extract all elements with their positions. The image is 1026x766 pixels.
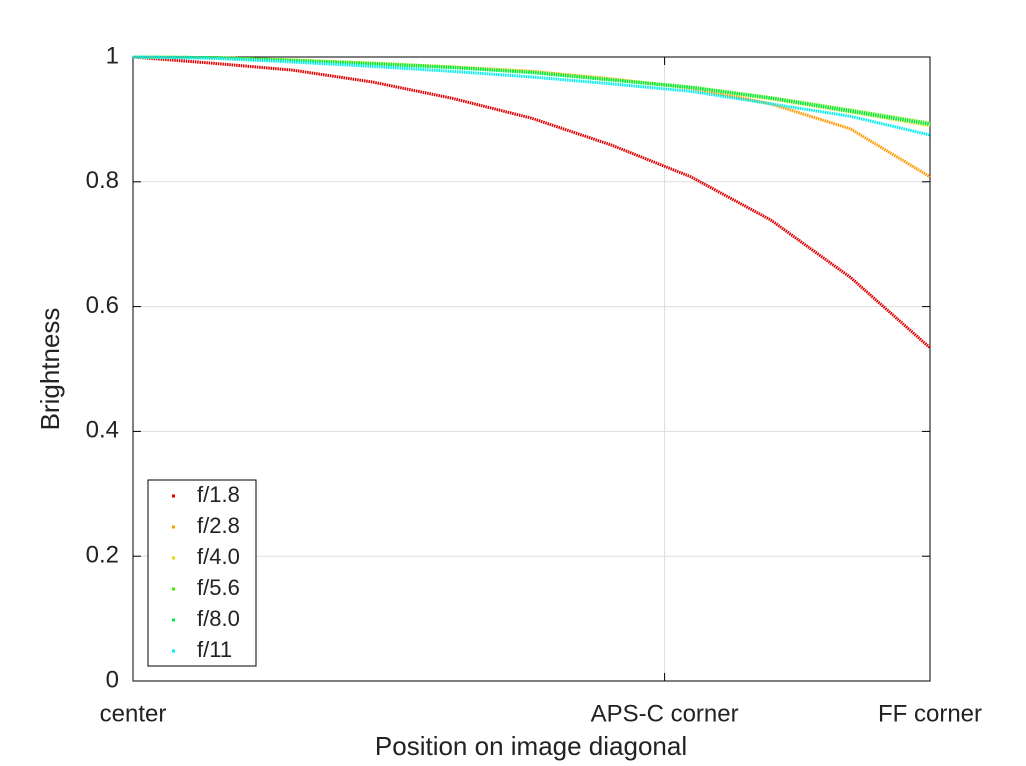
x-tick-label: APS-C corner bbox=[591, 700, 739, 727]
legend-marker bbox=[172, 649, 175, 653]
y-tick-label: 0.2 bbox=[86, 542, 119, 569]
x-tick-label: center bbox=[100, 700, 167, 727]
legend-marker bbox=[172, 618, 175, 622]
legend-label: f/8.0 bbox=[197, 606, 240, 631]
legend-marker bbox=[172, 525, 175, 529]
legend-marker bbox=[172, 494, 175, 498]
legend-marker bbox=[172, 556, 175, 560]
legend-label: f/4.0 bbox=[197, 544, 240, 569]
legend-box bbox=[147, 479, 257, 667]
x-tick-label: FF corner bbox=[878, 700, 982, 727]
series-line bbox=[132, 55, 931, 137]
plot-frame bbox=[132, 56, 931, 682]
series-line bbox=[132, 55, 931, 126]
y-tick-label: 1 bbox=[106, 42, 119, 69]
legend-label: f/1.8 bbox=[197, 482, 240, 507]
y-tick-label: 0.4 bbox=[86, 417, 119, 444]
legend-marker bbox=[172, 587, 175, 591]
legend-label: f/2.8 bbox=[197, 513, 240, 538]
y-axis-label: Brightness bbox=[35, 308, 65, 431]
legend-label: f/5.6 bbox=[197, 575, 240, 600]
legend-label: f/11 bbox=[197, 637, 232, 662]
y-tick-label: 0.8 bbox=[86, 167, 119, 194]
x-axis-label: Position on image diagonal bbox=[375, 731, 687, 761]
series-line bbox=[132, 55, 931, 349]
y-tick-label: 0 bbox=[106, 666, 119, 693]
y-tick-label: 0.6 bbox=[86, 292, 119, 319]
